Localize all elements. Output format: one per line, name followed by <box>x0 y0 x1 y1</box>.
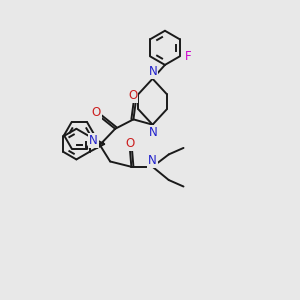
Text: N: N <box>148 154 157 167</box>
Text: N: N <box>89 134 98 147</box>
Text: O: O <box>92 106 101 119</box>
Text: N: N <box>149 125 158 139</box>
Text: F: F <box>185 50 192 63</box>
Text: O: O <box>128 89 137 102</box>
Text: O: O <box>125 137 134 150</box>
Text: N: N <box>149 65 158 78</box>
